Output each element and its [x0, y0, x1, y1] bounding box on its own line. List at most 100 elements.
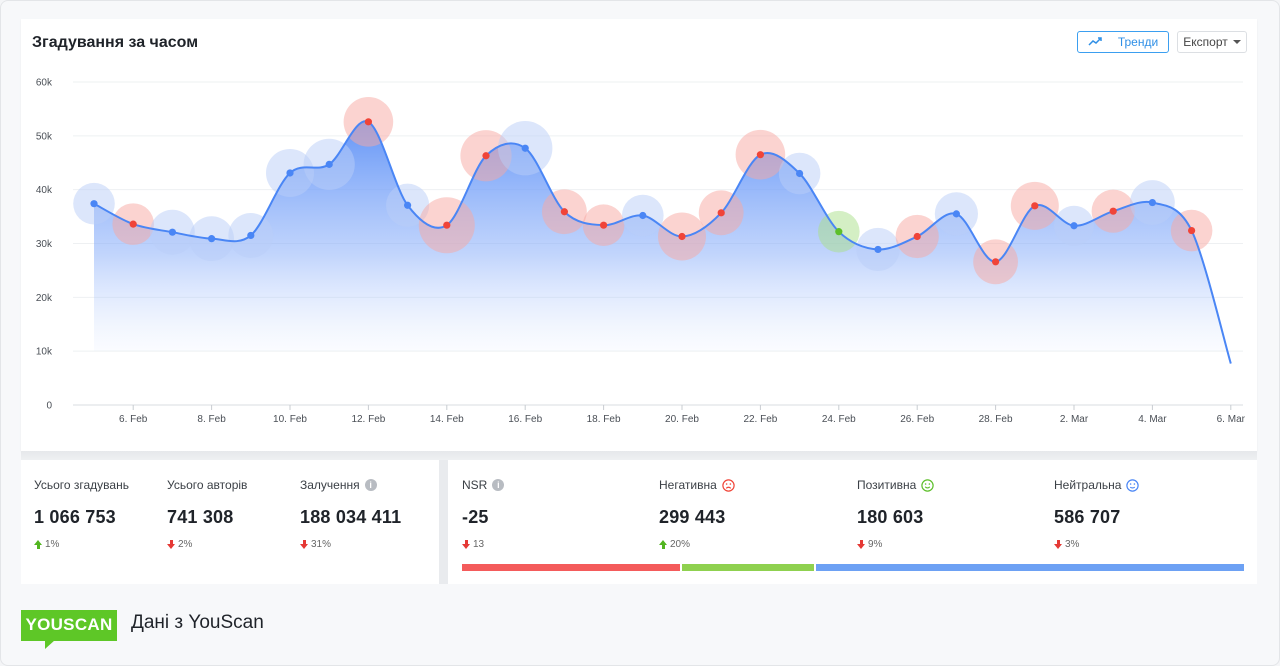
negative-share-segment: [462, 564, 681, 571]
y-tick-label: 10k: [36, 347, 53, 358]
x-tick-label: 10. Feb: [273, 414, 307, 425]
data-point: [90, 200, 98, 208]
stat-total-mentions: Усього згадувань 1 066 753 1%: [34, 478, 129, 550]
stat-value: 586 707: [1054, 507, 1121, 527]
data-point: [1109, 207, 1117, 215]
data-point: [1031, 202, 1039, 210]
x-tick-label: 12. Feb: [351, 414, 385, 425]
data-point: [482, 152, 490, 160]
neutral-share-segment: [816, 564, 1245, 571]
info-icon[interactable]: i: [492, 479, 505, 491]
arrow-down-icon: [167, 540, 175, 549]
stat-delta: 31%: [311, 539, 332, 550]
trend-line-icon: [1088, 37, 1102, 46]
x-tick-label: 18. Feb: [587, 414, 621, 425]
data-point: [1188, 226, 1196, 235]
stat-delta: 1%: [45, 539, 60, 550]
chart-title: Згадування за часом: [32, 34, 199, 51]
stat-delta: 13: [473, 539, 485, 550]
happy-face-icon: [921, 478, 934, 492]
stat-label: Усього авторів: [167, 478, 248, 492]
data-point: [168, 228, 176, 236]
stat-value: 741 308: [167, 507, 234, 527]
arrow-down-icon: [1054, 540, 1062, 549]
arrow-down-icon: [857, 540, 865, 549]
stat-value: 1 066 753: [34, 507, 116, 527]
y-tick-label: 20k: [36, 293, 53, 304]
data-point: [129, 220, 137, 228]
youscan-logo: YOUSCAN: [21, 609, 117, 649]
x-tick-label: 14. Feb: [430, 414, 464, 425]
x-tick-label: 24. Feb: [822, 414, 856, 425]
y-tick-label: 30k: [36, 239, 53, 250]
x-tick-label: 26. Feb: [900, 414, 934, 425]
stats-separator: [439, 460, 448, 584]
x-tick-label: 6. Feb: [119, 414, 148, 425]
stat-label: NSR: [462, 478, 488, 492]
data-point: [756, 151, 765, 159]
x-tick-label: 28. Feb: [979, 414, 1013, 425]
x-tick-label: 6. Mar: [1217, 414, 1246, 425]
x-tick-label: 20. Feb: [665, 414, 699, 425]
export-dropdown[interactable]: Експорт: [1177, 31, 1247, 53]
y-tick-label: 0: [46, 401, 52, 412]
positive-share-segment: [682, 564, 815, 571]
stat-total-authors: Усього авторів 741 308 2%: [167, 478, 247, 550]
y-tick-label: 50k: [36, 131, 53, 142]
stat-delta: 2%: [178, 539, 193, 550]
data-point: [364, 118, 372, 126]
data-point: [247, 231, 255, 240]
stat-negative: Негативна 299 443 20%: [659, 478, 735, 550]
arrow-down-icon: [300, 540, 308, 549]
y-tick-label: 60k: [36, 78, 53, 89]
stat-label: Негативна: [659, 478, 717, 492]
stat-value: 180 603: [857, 507, 924, 527]
data-point: [913, 232, 921, 241]
x-tick-label: 22. Feb: [743, 414, 777, 425]
stat-label: Нейтральна: [1054, 478, 1122, 492]
stat-value: 299 443: [659, 507, 726, 527]
x-tick-label: 16. Feb: [508, 414, 542, 425]
data-point: [835, 228, 843, 236]
export-dropdown-label: Експорт: [1183, 35, 1228, 49]
stat-delta: 3%: [1065, 539, 1080, 550]
stat-engagement: Залучення i 188 034 411 31%: [300, 478, 401, 550]
data-point: [521, 144, 529, 152]
stat-positive: Позитивна 180 603 9%: [857, 478, 934, 550]
mentions-area-chart: 0 10k 20k 30k 40k 50k 60k 6. Feb 8. Feb 10. Feb 12…: [36, 78, 1246, 426]
data-point: [600, 221, 608, 229]
x-tick-label: 2. Mar: [1060, 414, 1089, 425]
data-point: [443, 221, 451, 229]
sentiment-share-bar: [462, 564, 1245, 571]
sentiment-panel: NSR i -25 13 Негативна 299 443 20% Позити…: [448, 460, 1257, 584]
data-point: [560, 208, 569, 216]
stat-value: 188 034 411: [300, 507, 402, 527]
data-point: [208, 235, 216, 243]
data-point: [992, 258, 1000, 266]
footer-caption: Дані з YouScan: [131, 612, 264, 633]
data-point: [1070, 222, 1078, 230]
stat-label: Усього згадувань: [34, 478, 129, 492]
stat-neutral: Нейтральна 586 707 3%: [1054, 478, 1140, 550]
data-point: [796, 169, 804, 178]
stat-delta: 20%: [670, 539, 691, 550]
data-point: [717, 209, 725, 217]
stat-value: -25: [462, 507, 489, 527]
x-tick-label: 8. Feb: [197, 414, 226, 425]
data-point: [1148, 198, 1156, 207]
arrow-down-icon: [462, 540, 470, 549]
info-icon[interactable]: i: [364, 479, 377, 491]
x-tick-label: 4. Mar: [1138, 414, 1167, 425]
mentions-chart-panel: Згадування за часом Тренди Експорт 0 10k 2…: [21, 19, 1257, 451]
trends-button[interactable]: Тренди: [1077, 31, 1169, 53]
stat-delta: 9%: [868, 539, 883, 550]
neutral-face-icon: [1126, 478, 1140, 492]
data-point: [639, 211, 647, 220]
totals-panel: Усього згадувань 1 066 753 1% Усього авт…: [21, 460, 439, 584]
data-point: [286, 169, 294, 177]
section-divider: [21, 451, 1257, 460]
stat-nsr: NSR i -25 13: [462, 478, 505, 550]
data-point: [325, 160, 333, 168]
data-point: [678, 232, 686, 241]
data-point: [952, 210, 961, 218]
